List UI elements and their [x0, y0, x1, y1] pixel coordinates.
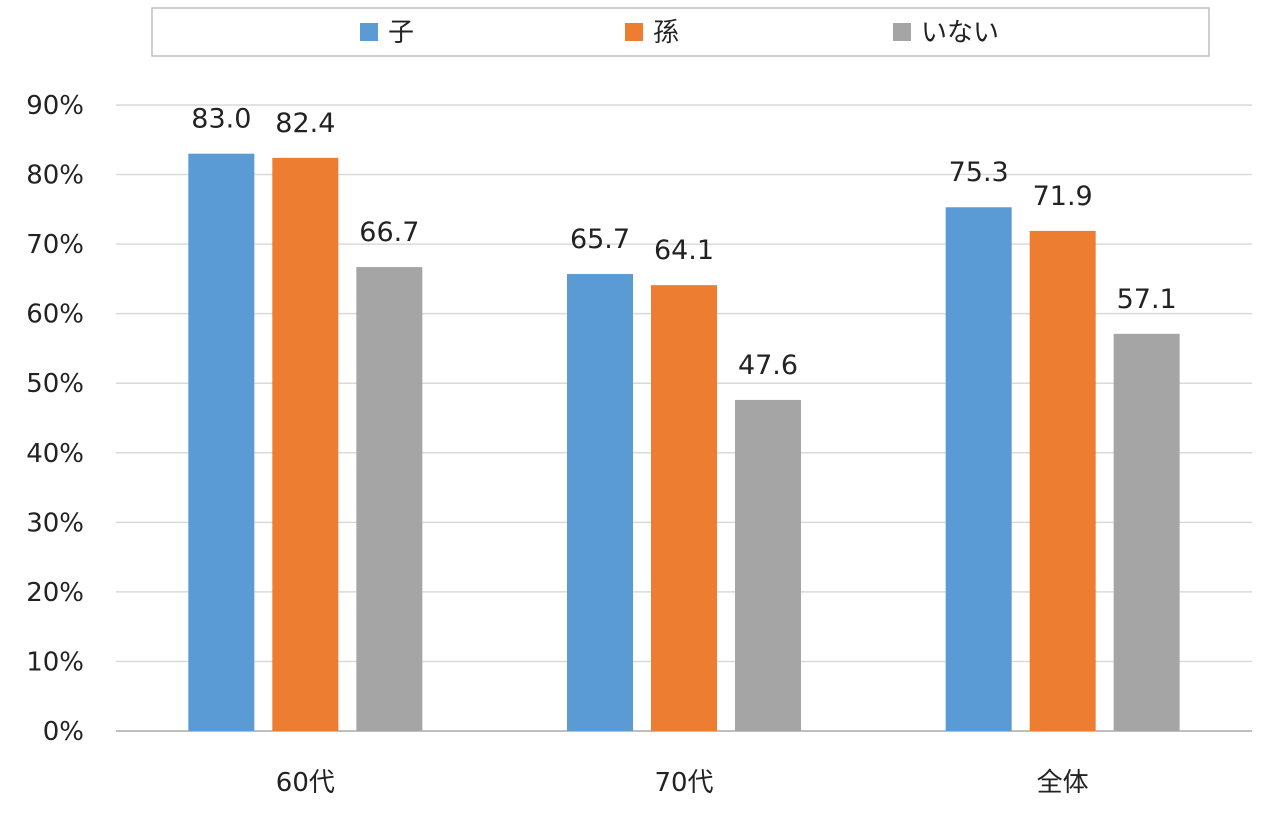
y-tick-label: 10% [26, 647, 84, 677]
data-label: 66.7 [359, 217, 419, 248]
data-labels: 83.0 82.4 66.7 65.7 64.1 47.6 75.3 71.9 57.1 [191, 104, 1176, 381]
bars [188, 153, 1180, 731]
legend-swatch [360, 23, 378, 41]
bar [651, 285, 717, 731]
data-label: 65.7 [570, 224, 630, 255]
data-label: 75.3 [949, 157, 1009, 188]
y-tick-label: 40% [26, 439, 84, 469]
bar [945, 207, 1012, 731]
data-label: 83.0 [191, 104, 251, 135]
legend-swatch [893, 23, 911, 41]
y-tick-label: 60% [26, 300, 84, 330]
bar [567, 274, 633, 731]
bar [356, 267, 423, 731]
data-label: 57.1 [1117, 284, 1177, 315]
legend-label: いない [921, 18, 999, 48]
data-label: 71.9 [1033, 181, 1093, 212]
x-category-label: 70代 [654, 768, 713, 798]
data-label: 47.6 [738, 350, 798, 381]
x-category-label: 全体 [1037, 768, 1089, 798]
y-axis-ticks: 0% 10% 20% 30% 40% 50% 60% 70% 80% 90% [26, 91, 84, 747]
data-label: 64.1 [654, 235, 714, 266]
y-tick-label: 0% [43, 717, 84, 747]
bar [735, 399, 801, 731]
data-label: 82.4 [275, 108, 335, 139]
y-tick-label: 70% [26, 230, 84, 260]
legend-frame [151, 7, 1210, 57]
bar [1113, 333, 1180, 731]
y-tick-label: 80% [26, 161, 84, 191]
y-tick-label: 90% [26, 91, 84, 121]
bar [272, 157, 339, 731]
x-axis-categories: 60代 70代 全体 [276, 768, 1089, 798]
legend: 子 孫 いない [151, 7, 1210, 57]
legend-label: 孫 [653, 18, 679, 48]
y-tick-label: 50% [26, 369, 84, 399]
x-category-label: 60代 [276, 768, 335, 798]
y-tick-label: 20% [26, 578, 84, 608]
y-tick-label: 30% [26, 508, 84, 538]
bar [188, 153, 255, 731]
legend-label: 子 [388, 18, 414, 48]
bar [1029, 230, 1096, 731]
legend-swatch [625, 23, 643, 41]
